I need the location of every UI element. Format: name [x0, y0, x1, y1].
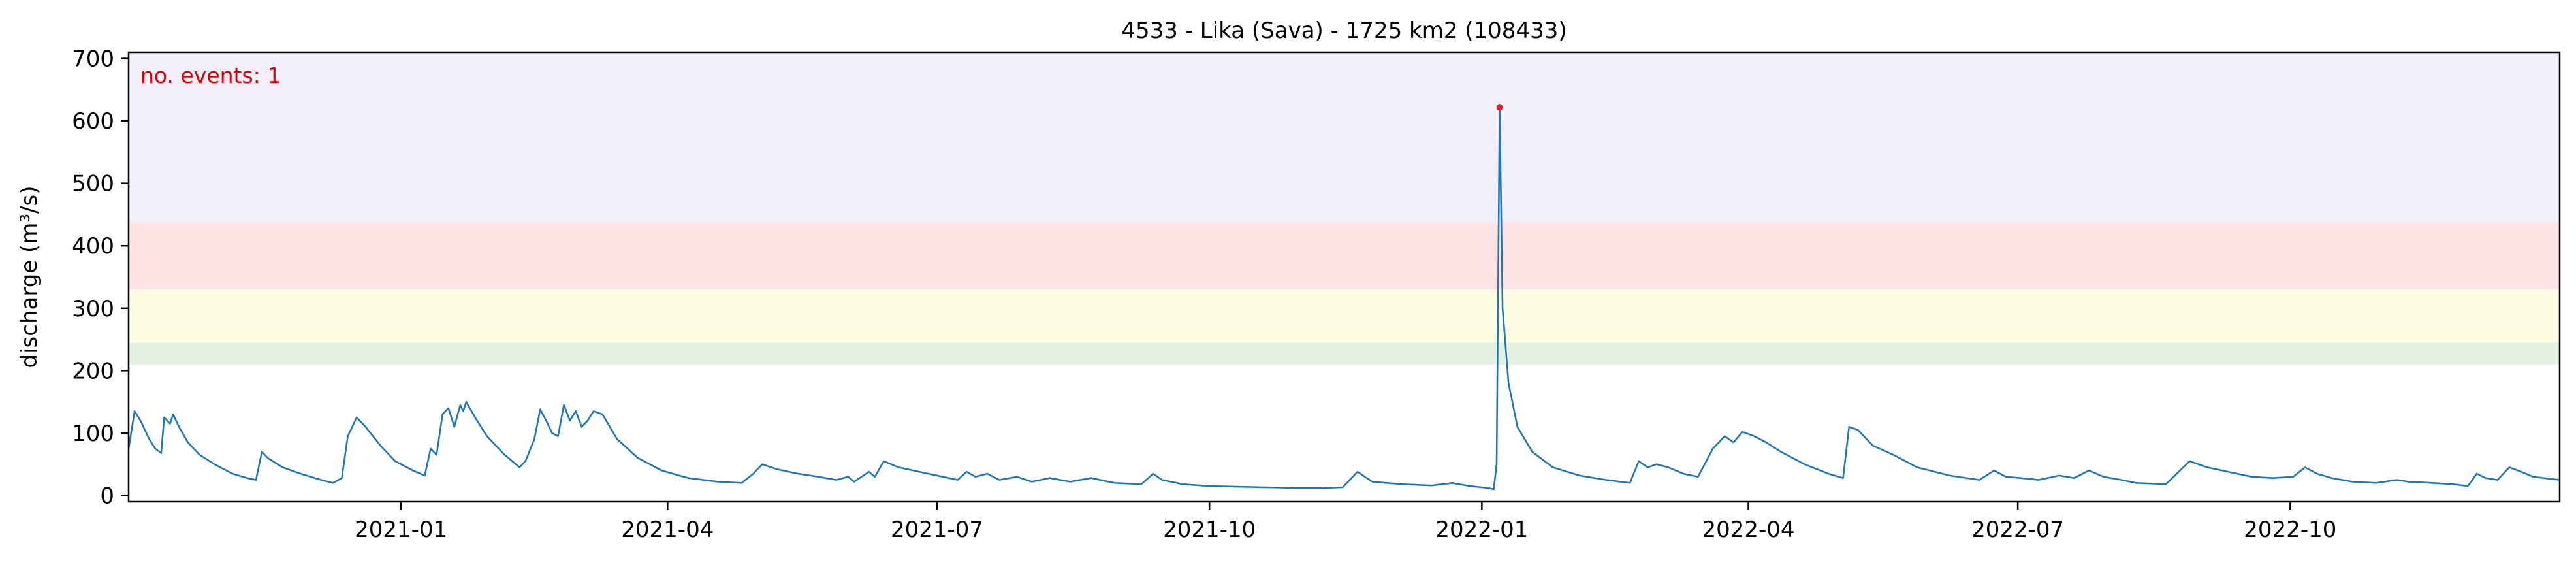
x-tick-label: 2021-04 — [621, 517, 714, 543]
x-tick-label: 2022-07 — [1971, 517, 2064, 543]
y-axis-label: discharge (m³/s) — [16, 186, 42, 368]
event-peak-marker — [1496, 104, 1503, 111]
threshold-band-1 — [129, 342, 2560, 365]
discharge-series-line — [127, 106, 2560, 491]
y-tick-label: 500 — [72, 171, 114, 197]
y-tick-label: 200 — [72, 358, 114, 384]
plot-frame — [127, 51, 2561, 503]
x-tick-label: 2022-01 — [1435, 517, 1528, 543]
threshold-band-4 — [129, 52, 2560, 222]
y-tick-label: 600 — [72, 108, 114, 135]
chart-title: 4533 - Lika (Sava) - 1725 km2 (108433) — [1121, 18, 1566, 44]
x-tick-label: 2021-01 — [355, 517, 447, 543]
x-tick-label: 2021-07 — [891, 517, 983, 543]
y-tick-label: 300 — [72, 296, 114, 322]
x-axis: 2021-01 2021-04 2021-07 2021-10 2022-01 2022-… — [355, 502, 2336, 543]
y-tick-label: 100 — [72, 421, 114, 447]
x-tick-label: 2022-04 — [1702, 517, 1794, 543]
events-count-annotation: no. events: 1 — [140, 63, 281, 88]
y-axis: 0 100 200 300 400 500 600 700 — [72, 46, 129, 509]
threshold-band-2 — [129, 289, 2560, 343]
x-tick-label: 2022-10 — [2244, 517, 2336, 543]
threshold-bands — [129, 52, 2560, 365]
x-tick-label: 2021-10 — [1163, 517, 1256, 543]
y-tick-label: 0 — [100, 483, 114, 509]
threshold-band-3 — [129, 221, 2560, 290]
y-tick-label: 700 — [72, 46, 114, 73]
y-tick-label: 400 — [72, 233, 114, 259]
